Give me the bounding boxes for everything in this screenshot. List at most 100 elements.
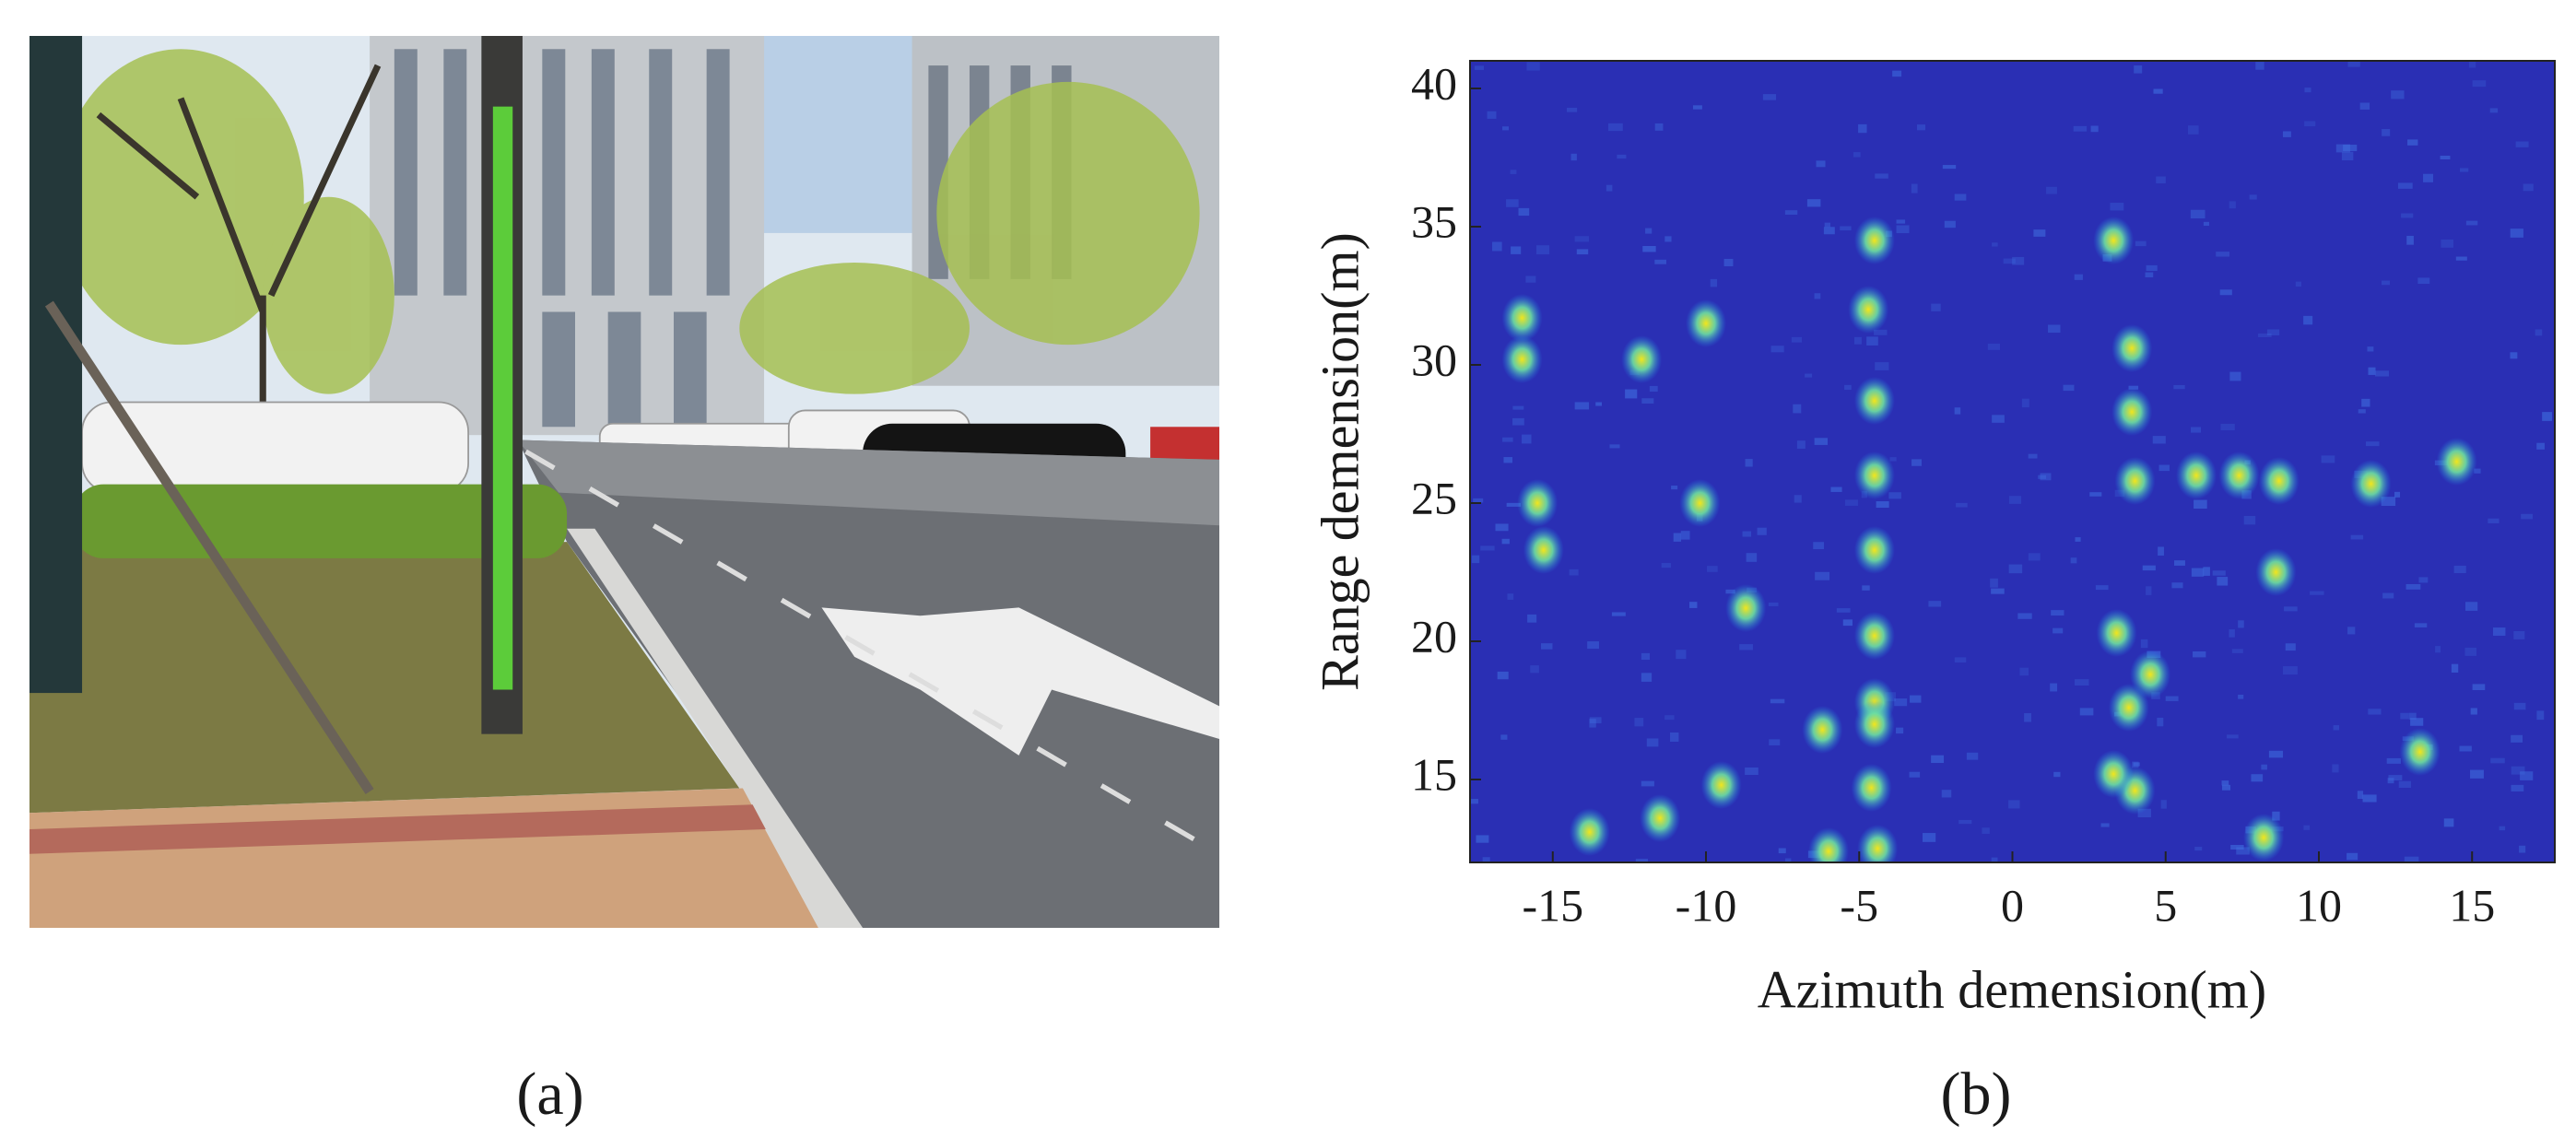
speckle xyxy=(1745,768,1759,775)
reflection xyxy=(2351,460,2392,508)
speckle xyxy=(1843,619,1853,626)
speckle xyxy=(1945,221,1956,228)
speckle xyxy=(2051,610,2064,615)
speckle xyxy=(1502,539,1510,545)
speckle xyxy=(1830,487,1841,492)
speckle xyxy=(2523,183,2534,191)
speckle xyxy=(2064,385,2075,391)
x-tick-label: -10 xyxy=(1676,879,1737,931)
speckle xyxy=(1876,501,1889,508)
speckle xyxy=(1853,152,1861,157)
reflection xyxy=(1502,294,1543,342)
x-tick-label: 0 xyxy=(2001,879,2024,931)
speckle xyxy=(1805,374,1812,378)
speckle xyxy=(1758,528,1767,535)
reflection xyxy=(1621,335,1662,383)
speckle xyxy=(1910,772,1921,778)
y-tick-label: 35 xyxy=(1411,195,1457,247)
speckle xyxy=(2146,273,2154,277)
speckle xyxy=(1511,170,1517,174)
speckle xyxy=(1571,154,1577,160)
speckle xyxy=(1541,643,1552,650)
speckle xyxy=(2024,713,2031,721)
speckle xyxy=(2229,629,2235,638)
speckle xyxy=(2019,668,2029,676)
speckle xyxy=(2009,565,2022,574)
speckle xyxy=(2174,560,2185,566)
reflection xyxy=(1854,526,1895,574)
speckle xyxy=(2258,334,2272,337)
speckle xyxy=(1837,608,1851,613)
speckle xyxy=(1641,781,1654,787)
speckle xyxy=(1674,533,1681,541)
speckle xyxy=(2283,131,2291,136)
speckle xyxy=(2511,767,2525,775)
y-axis-label: Range demension(m) xyxy=(1310,232,1370,691)
reflection xyxy=(1854,700,1895,748)
speckle xyxy=(1522,435,1531,444)
speckle xyxy=(2401,214,2413,218)
speckle xyxy=(2261,765,2267,770)
speckle xyxy=(2053,628,2063,634)
speckle xyxy=(2441,156,2451,159)
x-tick-label: -5 xyxy=(1840,879,1878,931)
speckle xyxy=(1664,715,1674,720)
reflection xyxy=(2255,548,2296,596)
speckle xyxy=(2227,734,2239,738)
speckle xyxy=(2101,823,2110,826)
speckle xyxy=(1769,739,1780,745)
speckle xyxy=(1530,665,1539,673)
speckle xyxy=(1711,279,1717,287)
reflection xyxy=(2114,457,2155,505)
speckle xyxy=(1526,62,1539,70)
speckle xyxy=(2394,492,2400,498)
speckle xyxy=(1472,556,1479,563)
speckle xyxy=(1988,344,2000,350)
reflection xyxy=(1854,451,1895,499)
speckle xyxy=(2203,567,2210,576)
speckle xyxy=(2147,265,2158,271)
speckle xyxy=(1817,160,1826,167)
reflection xyxy=(1857,825,1898,873)
speckle xyxy=(2192,568,2204,577)
speckle xyxy=(2250,194,2257,199)
speckle xyxy=(1844,385,1852,390)
speckle xyxy=(1858,124,1866,133)
speckle xyxy=(2091,126,2099,133)
panel-label: (a) xyxy=(516,1061,583,1128)
speckle xyxy=(1724,259,1734,266)
speckle xyxy=(1470,799,1478,803)
speckle xyxy=(1511,246,1521,253)
speckle xyxy=(2303,316,2312,324)
speckle xyxy=(2194,500,2207,509)
speckle xyxy=(2511,735,2523,743)
speckle xyxy=(2332,764,2338,772)
speckle xyxy=(2466,221,2477,226)
speckle xyxy=(1650,386,1658,392)
speckle xyxy=(2493,627,2505,636)
speckle xyxy=(1958,820,1971,824)
speckle xyxy=(1655,123,1664,131)
speckle xyxy=(2050,684,2057,692)
reflection xyxy=(1854,612,1895,660)
speckle xyxy=(2368,709,2381,714)
speckle xyxy=(2244,516,2255,524)
speckle xyxy=(2303,826,2310,830)
reflection xyxy=(2259,457,2300,505)
speckle xyxy=(1911,459,1922,465)
speckle xyxy=(1606,185,1613,192)
speckle xyxy=(1982,827,1989,834)
speckle xyxy=(1577,249,1588,254)
speckle xyxy=(1567,108,1577,112)
speckle xyxy=(2415,623,2427,627)
speckle xyxy=(1797,440,1806,449)
speckle xyxy=(2304,88,2311,92)
speckle xyxy=(1519,208,1530,216)
speckle xyxy=(2222,785,2230,791)
speckle xyxy=(2286,643,2296,651)
speckle xyxy=(2255,62,2264,70)
speckle xyxy=(1662,563,1671,568)
speckle xyxy=(1506,199,1519,207)
reflection xyxy=(1725,584,1766,632)
speckle xyxy=(1512,406,1523,410)
